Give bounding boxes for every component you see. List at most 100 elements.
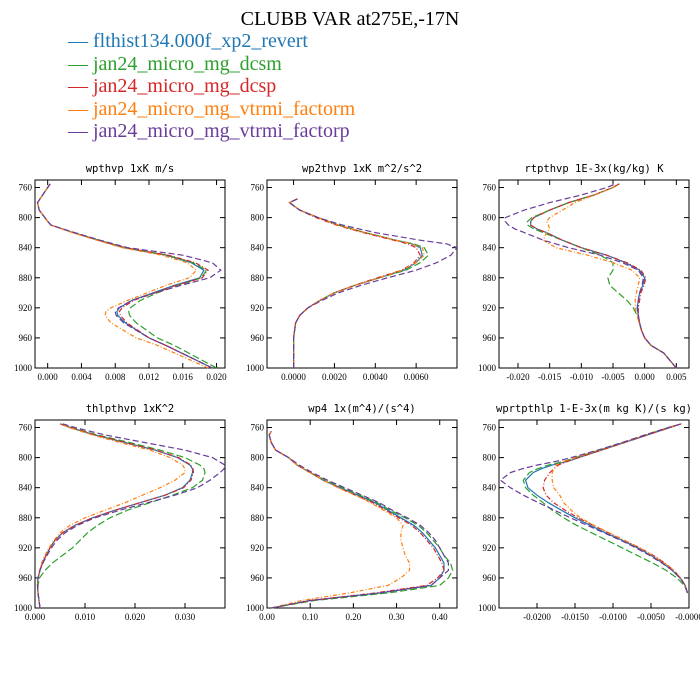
y-tick-label: 800: [19, 213, 33, 223]
y-tick-label: 1000: [14, 603, 33, 613]
x-tick-label: 0.0040: [363, 372, 388, 382]
x-tick-label: 0.000: [25, 612, 46, 622]
x-tick-label: 0.0020: [322, 372, 347, 382]
chart-panel-1: wpthvp 1xK m/s 760 800 840 880 920 960 1000 0.00…: [14, 163, 227, 382]
y-tick-label: 1000: [478, 603, 497, 613]
series-line-1: [268, 431, 445, 609]
y-tick-label: 840: [251, 243, 265, 253]
chart-panel-3: rtpthvp 1E-3x(kg/kg) K 760 800 840 880 920 960…: [478, 163, 690, 382]
x-tick-label: 0.000: [38, 372, 59, 382]
y-tick-label: 960: [251, 573, 265, 583]
series-line-5: [268, 431, 449, 609]
x-tick-label: 0.004: [71, 372, 92, 382]
legend-item-xp2-revert: — flthist134.000f_xp2_revert: [68, 30, 308, 52]
panel-title: wprtpthlp 1-E-3x(m kg K)/(s kg): [496, 403, 692, 415]
series-line-3: [542, 423, 689, 594]
y-tick-label: 920: [19, 543, 33, 553]
legend: — flthist134.000f_xp2_revert — jan24_mic…: [68, 30, 355, 143]
series-line-2: [37, 423, 206, 609]
y-tick-label: 960: [19, 333, 33, 343]
x-tick-label: 0.010: [75, 612, 96, 622]
x-tick-label: 0.20: [345, 612, 361, 622]
y-tick-label: 800: [483, 453, 497, 463]
y-tick-label: 800: [19, 453, 33, 463]
x-tick-label: 0.30: [389, 612, 405, 622]
y-tick-label: 880: [483, 513, 497, 523]
series-line-5: [288, 198, 458, 368]
plot-frame: [266, 419, 458, 609]
chart-panel-5: wp4 1x(m^4)/(s^4)76080084088092096010000…: [246, 403, 458, 622]
x-tick-label: 0.000: [635, 372, 656, 382]
y-tick-label: 1000: [246, 603, 265, 613]
series-line-5: [36, 183, 222, 369]
series-line-2: [36, 183, 217, 369]
series-line-1: [288, 198, 423, 368]
series-line-4: [551, 423, 689, 594]
y-tick-label: 880: [19, 273, 33, 283]
x-tick-label: -0.005: [601, 372, 625, 382]
x-tick-label: 0.016: [173, 372, 194, 382]
y-tick-label: 760: [483, 183, 497, 193]
x-tick-label: 0.00: [259, 612, 275, 622]
y-tick-label: 800: [251, 213, 265, 223]
y-tick-label: 880: [483, 273, 497, 283]
y-tick-label: 920: [483, 543, 497, 553]
series-line-3: [36, 423, 195, 609]
chart-panel-4: thlpthvp 1xK^2 760 800 840 880 920 960 10000.00…: [14, 403, 226, 622]
series-line-3: [530, 183, 677, 369]
y-tick-label: 920: [251, 303, 265, 313]
y-tick-label: 1000: [14, 363, 33, 373]
x-tick-label: -0.0050: [637, 612, 665, 622]
plot-frame: [34, 419, 226, 609]
y-tick-label: 960: [251, 333, 265, 343]
legend-item-dcsm: — jan24_micro_mg_dcsm: [68, 52, 282, 75]
y-tick-label: 880: [251, 513, 265, 523]
y-tick-label: 760: [251, 423, 265, 433]
legend-item-vtrmi-factorp: — jan24_micro_mg_vtrmi_factorp: [68, 120, 350, 142]
y-tick-label: 760: [19, 183, 33, 193]
x-tick-label: 0.10: [302, 612, 318, 622]
series-line-5: [36, 423, 226, 609]
x-tick-label: 0.012: [139, 372, 159, 382]
panel-title: wp2thvp 1xK m^2/s^2: [302, 163, 422, 175]
y-tick-label: 960: [483, 333, 497, 343]
y-tick-label: 920: [483, 303, 497, 313]
series-line-5: [504, 183, 677, 369]
x-tick-label: -0.010: [570, 372, 594, 382]
y-tick-label: 840: [483, 483, 497, 493]
series-line-1: [36, 423, 194, 609]
series-line-2: [288, 198, 430, 368]
y-tick-label: 1000: [246, 363, 265, 373]
x-tick-label: -0.0150: [561, 612, 589, 622]
y-tick-label: 840: [19, 483, 33, 493]
series-line-4: [268, 431, 411, 609]
y-tick-label: 960: [19, 573, 33, 583]
y-tick-label: 880: [251, 273, 265, 283]
chart-panel-6: wprtpthlp 1-E-3x(m kg K)/(s kg) 760 800 840…: [478, 403, 700, 622]
y-tick-label: 840: [483, 243, 497, 253]
y-tick-label: 840: [19, 243, 33, 253]
x-tick-label: 0.020: [125, 612, 146, 622]
series-line-4: [288, 198, 425, 368]
x-tick-label: 0.0060: [404, 372, 429, 382]
series-line-5: [499, 423, 689, 594]
x-tick-label: 0.0000: [281, 372, 306, 382]
y-tick-label: 920: [251, 543, 265, 553]
y-tick-label: 760: [251, 183, 265, 193]
plot-frame: [266, 179, 458, 369]
series-line-2: [268, 431, 454, 609]
x-tick-label: 0.005: [666, 372, 687, 382]
plot-frame: [498, 179, 690, 369]
x-tick-label: -0.0000: [675, 612, 700, 622]
y-tick-label: 920: [19, 303, 33, 313]
x-tick-label: 0.40: [432, 612, 448, 622]
y-tick-label: 880: [19, 513, 33, 523]
x-tick-label: -0.0100: [599, 612, 627, 622]
x-tick-label: -0.020: [506, 372, 530, 382]
panel-title: thlpthvp 1xK^2: [86, 403, 175, 415]
series-line-3: [36, 183, 213, 369]
x-tick-label: 0.030: [175, 612, 196, 622]
panel-title: wp4 1x(m^4)/(s^4): [308, 403, 415, 415]
panel-title: wpthvp 1xK m/s: [86, 163, 175, 175]
plot-frame: [498, 419, 690, 609]
